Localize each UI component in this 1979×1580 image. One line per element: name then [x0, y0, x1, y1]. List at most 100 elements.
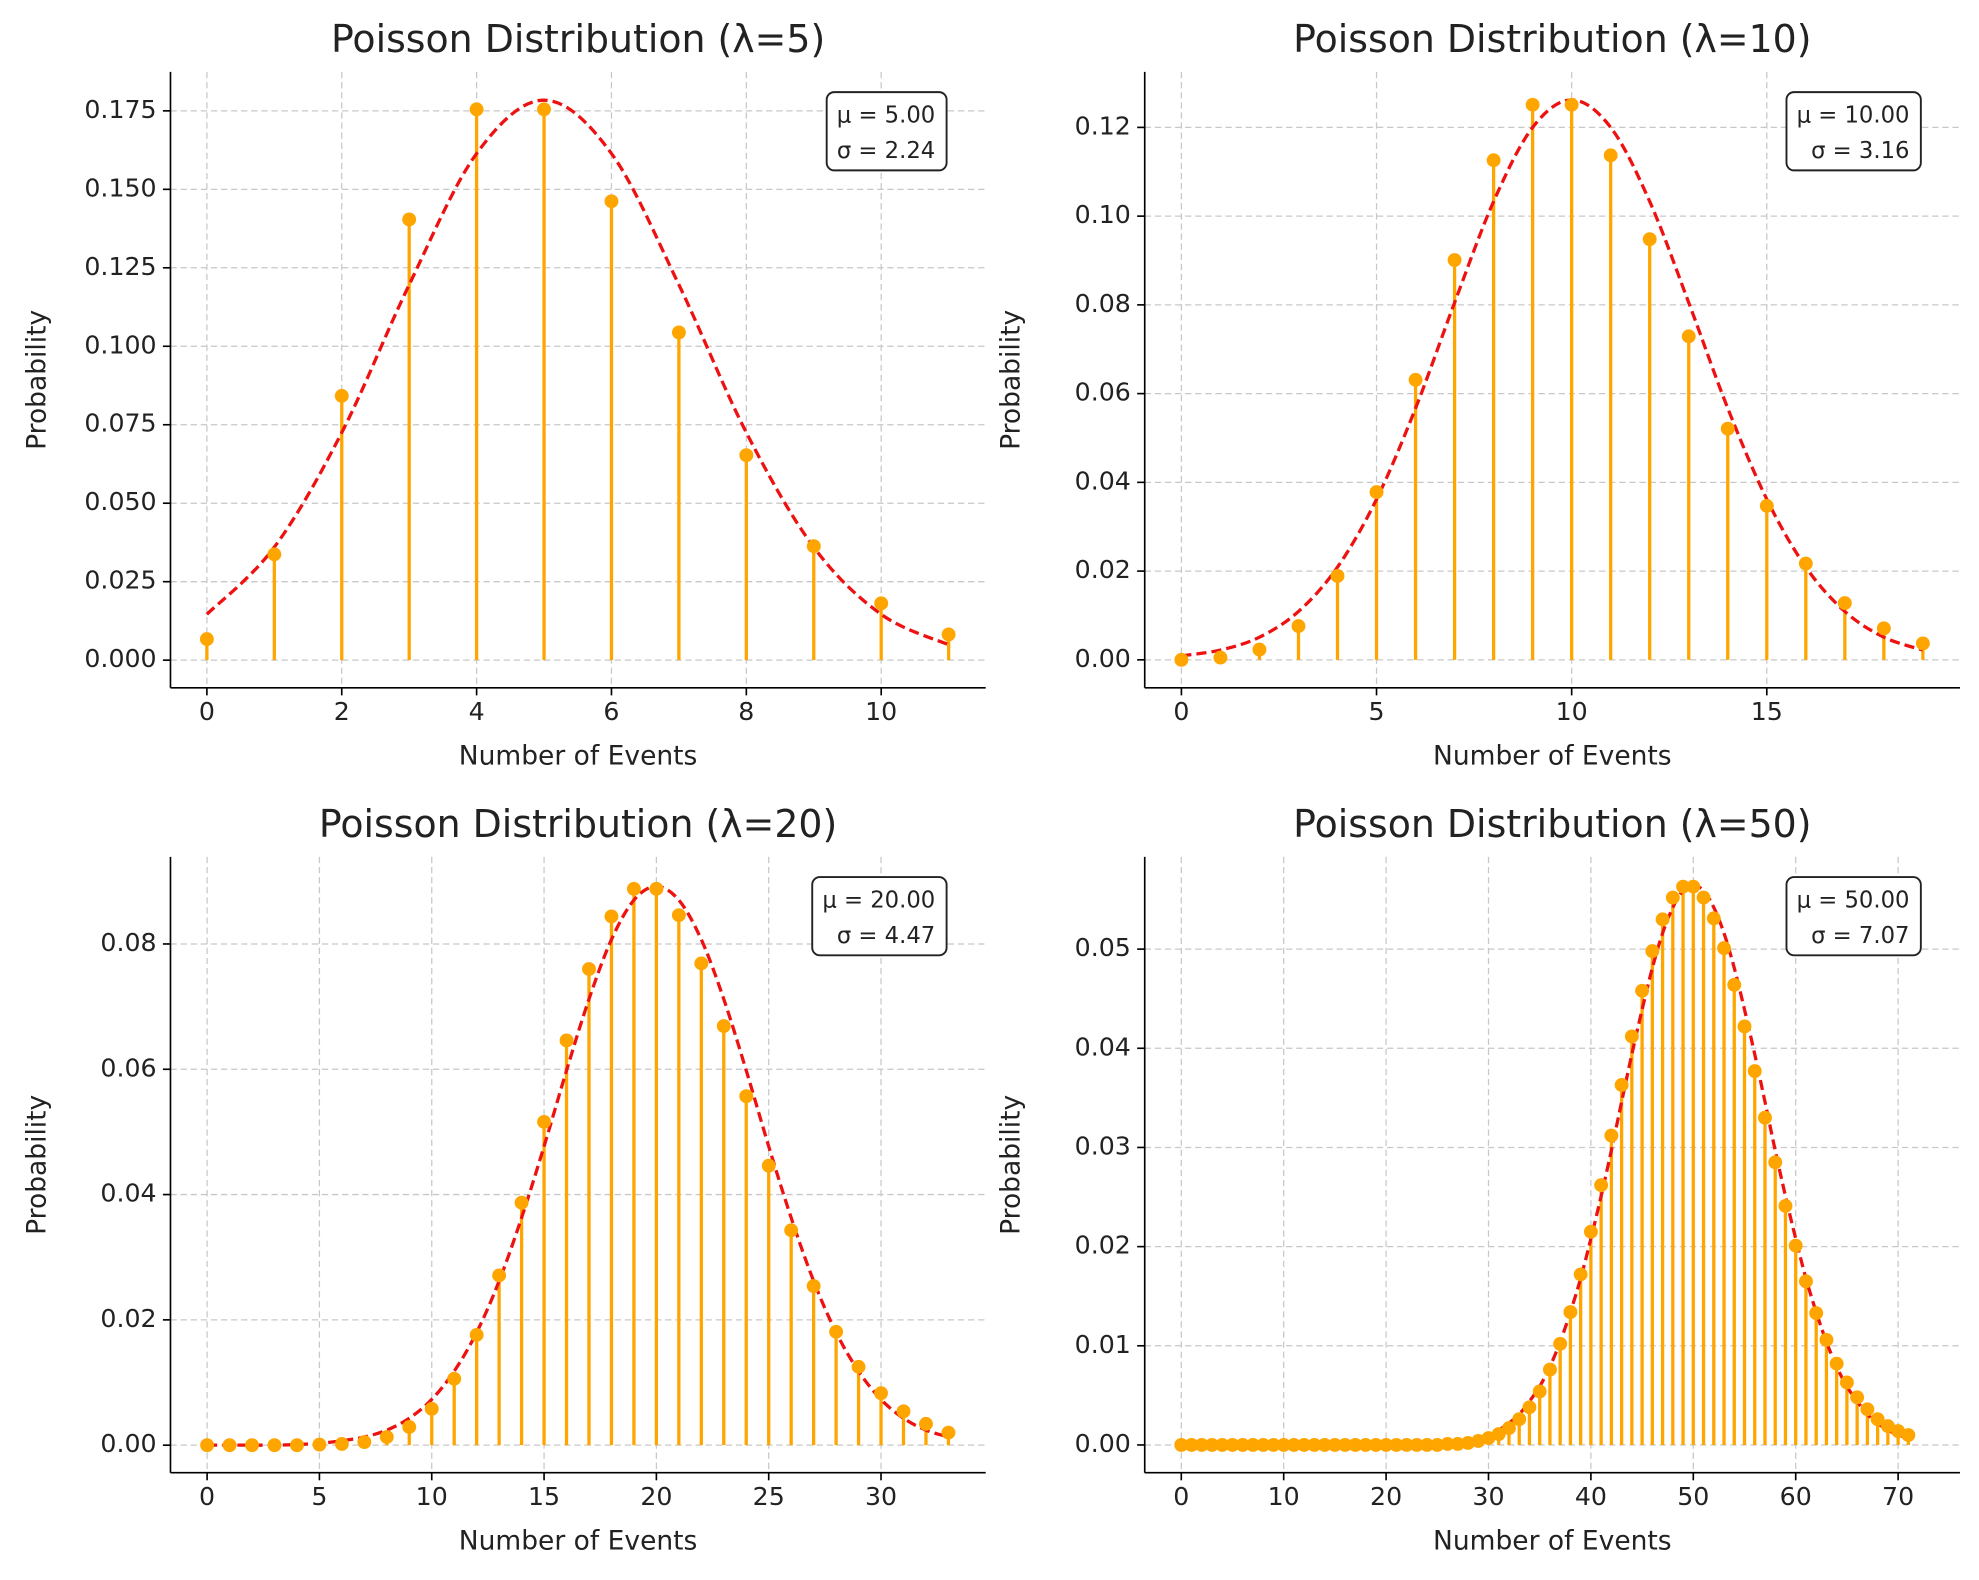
point [671, 325, 686, 340]
point [1686, 879, 1701, 894]
point [941, 627, 956, 642]
point [1486, 153, 1501, 168]
point [1603, 148, 1618, 163]
point [1184, 1438, 1199, 1452]
x-tick-label: 0 [1173, 1482, 1189, 1511]
point [402, 1420, 417, 1434]
point [559, 1033, 574, 1048]
y-tick-label: 0.02 [1075, 1231, 1131, 1260]
point [739, 448, 754, 463]
point [1291, 619, 1306, 634]
x-tick-label: 10 [416, 1482, 448, 1511]
point [1246, 1438, 1260, 1452]
y-tick-label: 0.02 [100, 1304, 156, 1333]
point [312, 1437, 327, 1452]
y-tick-label: 0.08 [1075, 289, 1131, 318]
point [1409, 1438, 1424, 1452]
x-tick-label: 40 [1575, 1482, 1607, 1511]
y-tick-label: 0.03 [1075, 1131, 1131, 1160]
point [761, 1158, 776, 1173]
y-tick-label: 0.00 [1075, 644, 1131, 673]
point [469, 1327, 484, 1342]
point [1440, 1437, 1455, 1451]
point [1915, 636, 1930, 651]
point [537, 102, 551, 117]
point [1235, 1438, 1250, 1452]
chart-title: Poisson Distribution (λ=50) [1293, 802, 1811, 846]
x-tick-label: 20 [640, 1482, 672, 1511]
point [537, 1114, 552, 1129]
point [1747, 1064, 1762, 1079]
point [1512, 1412, 1527, 1427]
point [1542, 1362, 1557, 1377]
stats-box-frame [825, 91, 948, 172]
point [1502, 1421, 1516, 1436]
stats-text: μ = 50.00 [1797, 888, 1910, 914]
stats-text: σ = 4.47 [837, 923, 935, 949]
stats-text: μ = 10.00 [1797, 103, 1910, 129]
point [1276, 1438, 1291, 1452]
point [1522, 1400, 1537, 1415]
x-tick-label: 0 [199, 697, 215, 726]
point [1266, 1438, 1281, 1452]
point [716, 1019, 731, 1033]
y-tick-label: 0.025 [84, 566, 156, 595]
fit-curve [207, 884, 949, 1447]
y-tick-label: 0.04 [1075, 1032, 1131, 1061]
point [851, 1359, 866, 1374]
point [1491, 1427, 1506, 1441]
point [1450, 1437, 1465, 1451]
point [1876, 621, 1891, 636]
point [1420, 1438, 1434, 1452]
y-axis-label: Probability [21, 1095, 52, 1235]
point [379, 1430, 394, 1444]
point [874, 1386, 888, 1401]
point [1642, 232, 1657, 247]
x-axis-label: Number of Events [459, 741, 698, 772]
point [1737, 1019, 1752, 1034]
y-tick-label: 0.08 [100, 928, 156, 957]
point [1788, 1238, 1803, 1253]
point [1706, 911, 1721, 926]
x-tick-label: 15 [528, 1482, 560, 1511]
point [1348, 1438, 1363, 1452]
point [1901, 1428, 1916, 1442]
point [1676, 879, 1691, 894]
x-tick-label: 8 [738, 697, 754, 726]
point [1870, 1412, 1885, 1427]
point [1717, 941, 1731, 956]
point [1286, 1438, 1301, 1452]
stats-text: σ = 3.16 [1811, 138, 1909, 164]
point [1338, 1438, 1353, 1452]
point [829, 1324, 844, 1339]
panel: Poisson Distribution (λ=10) Number of Eve… [996, 17, 1960, 772]
point [806, 1279, 821, 1293]
y-tick-label: 0.04 [100, 1179, 156, 1208]
point [1213, 650, 1228, 665]
point [1768, 1155, 1783, 1170]
point [1681, 329, 1696, 344]
point [1573, 1267, 1588, 1282]
point [1399, 1438, 1414, 1452]
stats-box: μ = 20.00 σ = 4.47 [811, 876, 948, 957]
point [1829, 1356, 1844, 1371]
point [1327, 1438, 1342, 1452]
fit-curve [205, 98, 950, 647]
point [1635, 983, 1650, 998]
point [1837, 596, 1852, 610]
point [492, 1268, 507, 1283]
point [1594, 1178, 1609, 1193]
point [267, 547, 282, 562]
point [1174, 652, 1189, 667]
panel: Poisson Distribution (λ=20) Number of Eve… [21, 802, 986, 1557]
point [784, 1223, 799, 1238]
point [1368, 1438, 1383, 1452]
y-tick-label: 0.05 [1075, 933, 1131, 962]
point [200, 1438, 215, 1453]
y-tick-label: 0.125 [84, 252, 156, 281]
point [1809, 1306, 1824, 1321]
y-tick-label: 0.075 [84, 409, 156, 438]
point [604, 194, 619, 209]
x-tick-label: 50 [1677, 1482, 1709, 1511]
point [1225, 1438, 1240, 1452]
